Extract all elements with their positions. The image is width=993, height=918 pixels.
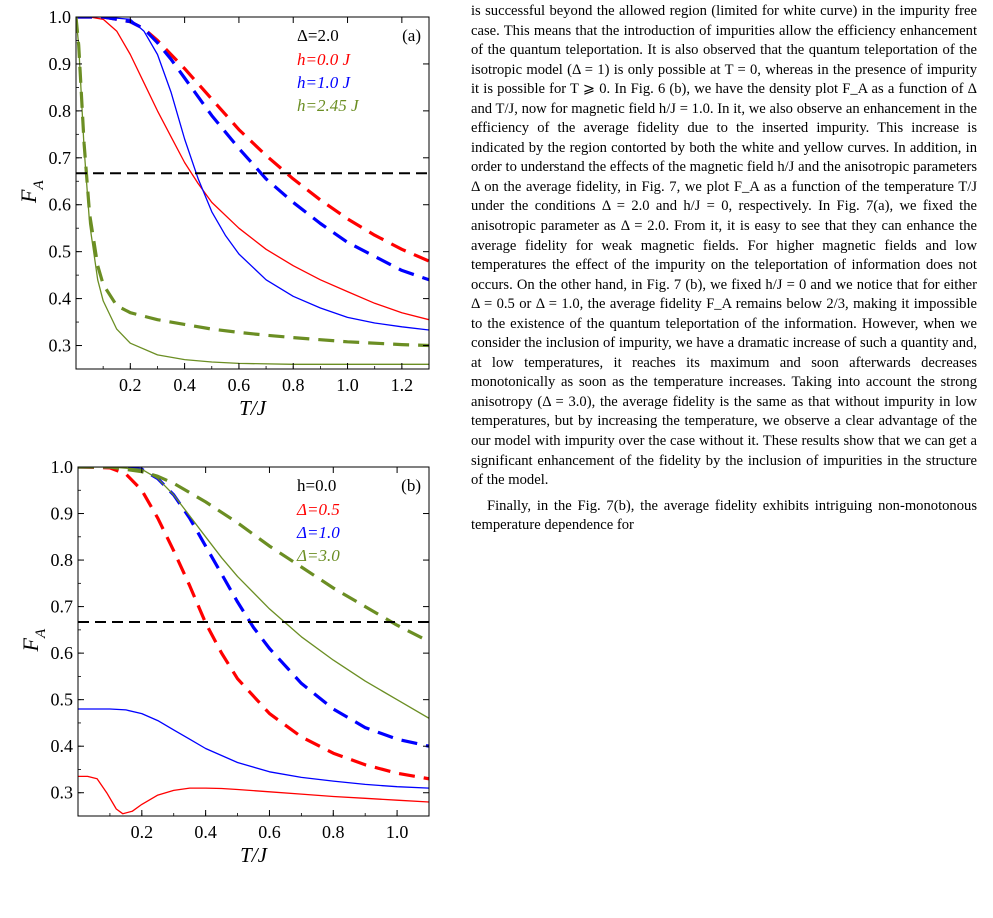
y-tick-label: 0.7 [49, 148, 72, 168]
x-axis-label: T/J [239, 396, 268, 420]
series-line--1.0-solid [78, 708, 429, 789]
y-axis-label-sub: A [33, 628, 49, 639]
y-tick-label: 0.3 [51, 783, 74, 803]
series-group [78, 467, 429, 815]
plot-frame [77, 466, 430, 817]
y-tick-label: 0.5 [51, 690, 74, 710]
x-tick-label: 0.6 [228, 375, 251, 395]
x-tick-label: 1.0 [336, 375, 359, 395]
x-tick-label: 0.6 [258, 822, 281, 842]
figure-7: 0.3 0.4 0.5 0.6 0.7 0.8 0.9 1.0 0.2 0.4 0.6 0.8 1.0 1… [0, 0, 440, 918]
y-tick-label: 0.8 [51, 550, 74, 570]
x-tick-label: 0.4 [173, 375, 196, 395]
series-line-h-0.0-J-dashed [76, 17, 429, 263]
y-axis-label-main: F [18, 638, 43, 653]
legend-entry: h=1.0 J [297, 73, 351, 92]
legend-title: h=0.0 [297, 476, 336, 495]
series-line--0.5-solid [78, 775, 429, 815]
series-line-h-1.0-J-dashed [76, 17, 429, 282]
y-tick-label: 0.3 [49, 336, 72, 356]
x-tick-label: 1.0 [386, 822, 409, 842]
y-tick-label: 1.0 [51, 457, 74, 477]
paragraph: is successful beyond the allowed region … [471, 3, 977, 489]
y-tick-label: 0.8 [49, 101, 72, 121]
series-line-h-1.0-J-solid [76, 17, 429, 331]
x-tick-label: 0.4 [194, 822, 217, 842]
x-axis-label: T/J [240, 843, 269, 867]
panel-label: (b) [401, 476, 421, 495]
y-axis-label-sub: A [31, 180, 47, 191]
legend-title: Δ=2.0 [297, 26, 339, 45]
y-tick-label: 0.9 [51, 504, 74, 524]
paragraph: Finally, in the Fig. 7(b), the average f… [471, 497, 977, 534]
y-tick-label: 0.7 [51, 597, 74, 617]
body-text-column: is successful beyond the allowed region … [471, 2, 977, 536]
series-line-h-0.0-J-solid [76, 17, 429, 321]
series-group [76, 17, 429, 365]
chart-panel-a: 0.3 0.4 0.5 0.6 0.7 0.8 0.9 1.0 0.2 0.4 0.6 0.8 1.0 1… [16, 7, 430, 420]
legend-entry: Δ=3.0 [296, 546, 340, 565]
series-line-h-2.45-J-dashed [76, 17, 429, 348]
y-tick-label: 0.9 [49, 54, 72, 74]
y-tick-label: 0.4 [51, 736, 74, 756]
y-tick-label: 0.4 [49, 289, 72, 309]
legend-entry: Δ=1.0 [296, 523, 340, 542]
chart-panel-b: 0.3 0.4 0.5 0.6 0.7 0.8 0.9 1.0 0.2 0.4 0.6 0.8 1.0 T… [18, 457, 430, 867]
y-axis-label: FA [18, 628, 49, 652]
legend-entry: h=0.0 J [297, 50, 351, 69]
series-line--3.0-solid [78, 467, 429, 719]
x-tick-label: 0.2 [131, 822, 154, 842]
x-tick-label: 0.8 [282, 375, 305, 395]
y-tick-label: 1.0 [49, 7, 72, 27]
y-tick-label: 0.6 [51, 643, 74, 663]
x-tick-label: 0.8 [322, 822, 345, 842]
x-tick-label: 0.2 [119, 375, 142, 395]
x-tick-label: 1.2 [391, 375, 414, 395]
legend-entry: Δ=0.5 [296, 500, 340, 519]
y-axis-label-main: F [16, 189, 41, 204]
y-tick-label: 0.6 [49, 195, 72, 215]
panel-label: (a) [402, 26, 421, 45]
series-line--3.0-dashed [78, 467, 429, 643]
legend-entry: h=2.45 J [297, 96, 360, 115]
plot-frame [75, 16, 430, 370]
y-tick-label: 0.5 [49, 242, 72, 262]
series-line--0.5-dashed [78, 467, 429, 781]
series-line--1.0-dashed [78, 467, 429, 748]
y-axis-label: FA [16, 180, 47, 204]
